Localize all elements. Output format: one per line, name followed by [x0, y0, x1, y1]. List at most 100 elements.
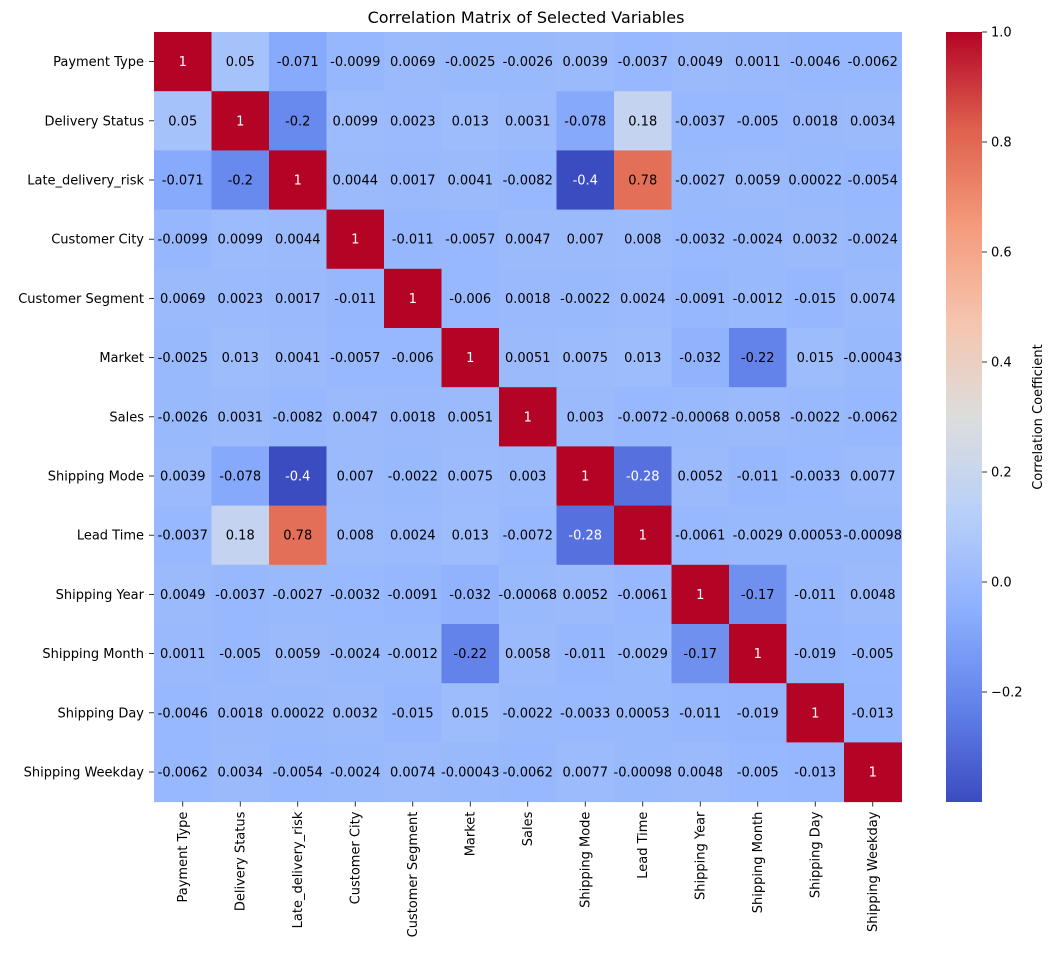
- colorbar-tick-label: 0.8: [991, 136, 1012, 151]
- heatmap-cell: [154, 624, 212, 684]
- heatmap-cell-label: 0.0017: [390, 174, 436, 189]
- y-tick-label: Customer City: [51, 233, 144, 248]
- heatmap-cell-label: -0.0029: [618, 647, 668, 662]
- heatmap-cell: [729, 150, 787, 211]
- heatmap-cell-label: -0.0024: [330, 766, 380, 781]
- heatmap-cell-label: -0.0054: [273, 766, 323, 781]
- heatmap-cell: [614, 91, 672, 151]
- heatmap-cell-label: -0.17: [683, 647, 717, 662]
- heatmap-cell: [326, 328, 385, 388]
- heatmap-cell: [671, 328, 730, 388]
- heatmap-cell-label: 0.0041: [448, 174, 494, 189]
- heatmap-cell: [614, 446, 672, 507]
- heatmap-cell-label: 0.0023: [218, 292, 264, 307]
- heatmap-cell-label: -0.0099: [330, 55, 380, 70]
- heatmap-cell-label: 0.0018: [505, 292, 551, 307]
- heatmap-cell-label: -0.2: [228, 174, 253, 189]
- heatmap-cell-label: 0.0075: [448, 470, 494, 485]
- heatmap-cell: [499, 150, 557, 211]
- heatmap-cell: [729, 91, 787, 151]
- heatmap-cell: [384, 683, 442, 743]
- heatmap-cell-label: -0.006: [449, 292, 491, 307]
- colorbar-tick-label: 0.6: [991, 246, 1012, 261]
- heatmap-cell-label: -0.00068: [499, 588, 557, 603]
- heatmap-cell-label: -0.28: [568, 529, 602, 544]
- heatmap-cell: [671, 150, 730, 211]
- heatmap-cell: [384, 209, 442, 270]
- heatmap-cell: [844, 32, 902, 92]
- heatmap-cell-label: -0.0022: [790, 410, 840, 425]
- heatmap-cell: [786, 446, 845, 507]
- heatmap-cell-label: -0.0022: [388, 470, 438, 485]
- y-axis-tick-labels: Payment Type Delivery Status Late_delivery…: [18, 55, 154, 781]
- heatmap-cell: [556, 446, 615, 507]
- heatmap-cell-label: 0.0032: [793, 233, 839, 248]
- heatmap-cell-label: 0.015: [797, 351, 834, 366]
- heatmap-cell: [499, 32, 557, 92]
- heatmap-cell-label: 0.0024: [620, 292, 666, 307]
- heatmap-cell: [729, 32, 787, 92]
- heatmap-cell-label: 0.0031: [218, 410, 264, 425]
- heatmap-cell: [326, 209, 385, 270]
- heatmap-cell: [614, 387, 672, 447]
- heatmap-cell-label: 0.0074: [390, 766, 436, 781]
- heatmap-cell-label: -0.0037: [618, 55, 668, 70]
- heatmap-cell: [211, 268, 270, 329]
- x-tick-label: Shipping Weekday: [866, 811, 881, 932]
- heatmap-cell-label: 0.0074: [850, 292, 896, 307]
- heatmap-cell: [499, 446, 557, 507]
- heatmap-cell: [729, 446, 787, 507]
- heatmap-cell-label: -0.0022: [503, 706, 553, 721]
- heatmap-cell: [671, 387, 730, 447]
- heatmap-cell-label: 0.0099: [218, 233, 264, 248]
- heatmap-cell: [326, 32, 385, 92]
- heatmap-cell-label: 0.0011: [160, 647, 206, 662]
- heatmap-cell-label: 0.013: [452, 114, 489, 129]
- heatmap-cell: [269, 505, 327, 566]
- heatmap-cell-label: 0.0047: [333, 410, 379, 425]
- heatmap-cell: [441, 209, 500, 270]
- heatmap-cell: [614, 624, 672, 684]
- heatmap-cell-label: 0.003: [567, 410, 604, 425]
- heatmap-cell: [499, 564, 557, 625]
- heatmap-cell-label: 0.0039: [563, 55, 609, 70]
- heatmap-cell: [211, 683, 270, 743]
- heatmap-cell-label: -0.00068: [671, 410, 729, 425]
- heatmap-cell: [786, 328, 845, 388]
- heatmap-cell-label: -0.005: [737, 114, 779, 129]
- heatmap-cell: [269, 268, 327, 329]
- heatmap-cell: [384, 564, 442, 625]
- heatmap-cell: [441, 683, 500, 743]
- heatmap-cell: [326, 683, 385, 743]
- heatmap-cell-label: 0.0059: [735, 174, 781, 189]
- heatmap-cell: [556, 624, 615, 684]
- heatmap-cell: [844, 683, 902, 743]
- heatmap-cell: [786, 209, 845, 270]
- heatmap-cell-label: 0.0049: [160, 588, 206, 603]
- heatmap-cell-label: 0.0047: [505, 233, 551, 248]
- y-tick-label: Shipping Weekday: [24, 766, 145, 781]
- heatmap-cell: [384, 328, 442, 388]
- x-tick-label: Customer City: [349, 811, 364, 904]
- heatmap-cell-label: -0.0027: [675, 174, 725, 189]
- heatmap-cell-label: 0.0039: [160, 470, 206, 485]
- heatmap-cell: [556, 742, 615, 803]
- heatmap-cell: [441, 268, 500, 329]
- heatmap-cell-label: 1: [179, 55, 187, 70]
- heatmap-cell-label: 0.0031: [505, 114, 551, 129]
- heatmap-cell-label: -0.015: [794, 292, 836, 307]
- heatmap-cell-label: -0.0062: [848, 55, 898, 70]
- heatmap-cell-label: -0.0037: [215, 588, 265, 603]
- y-tick-label: Shipping Day: [57, 706, 144, 721]
- heatmap-cell: [441, 446, 500, 507]
- heatmap-cell-label: -0.00098: [844, 529, 902, 544]
- colorbar: −0.2 0.0 0.2 0.4 0.6 0.8 1.0 Correlation Coeff…: [946, 26, 1046, 802]
- heatmap-cell-label: -0.078: [564, 114, 606, 129]
- heatmap-cell-label: -0.00043: [844, 351, 902, 366]
- heatmap-cell-label: 0.003: [509, 470, 546, 485]
- colorbar-tick-label: 0.4: [991, 356, 1012, 371]
- heatmap-cell-label: -0.013: [794, 766, 836, 781]
- heatmap-cell-label: -0.4: [573, 174, 598, 189]
- heatmap-cell-label: 0.0041: [275, 351, 321, 366]
- heatmap-cell-label: -0.0061: [618, 588, 668, 603]
